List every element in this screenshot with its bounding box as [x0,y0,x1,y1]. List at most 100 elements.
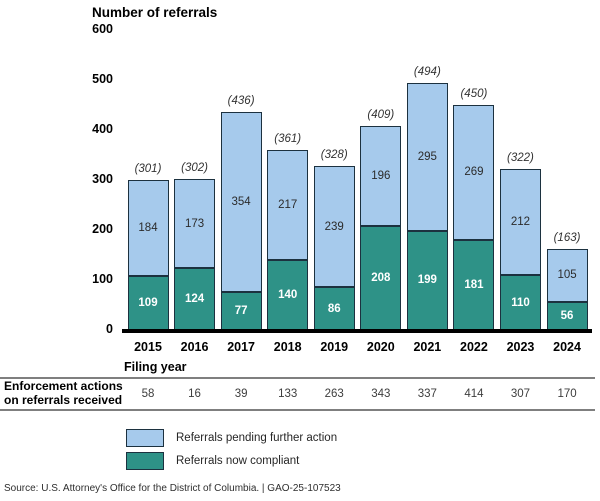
enforcement-row-label-line2: on referrals received [4,392,123,407]
bar-2021: 295 199 [406,83,448,330]
legend-swatch-pending [126,429,164,447]
bar-segment-pending: 269 [453,105,495,240]
bar-segment-pending: 184 [127,179,169,276]
bar-2018: 217 140 [267,149,309,330]
bar-value-compliant: 56 [560,310,574,322]
bar-segment-pending: 295 [406,83,448,231]
bar-segment-pending: 173 [174,179,216,268]
bar-2016: 173 124 [174,179,216,330]
legend-item-pending: Referrals pending further action [126,429,337,447]
bar-segment-pending: 212 [499,169,541,275]
enforcement-value: 16 [188,388,201,400]
bar-segment-pending: 217 [267,149,309,260]
x-tick-year: 2017 [227,340,256,354]
bar-segment-pending: 239 [313,166,355,287]
bar-segment-pending: 196 [360,125,402,226]
bar-value-compliant: 208 [371,272,391,284]
bar-value-pending: 105 [557,269,577,282]
bar-segment-compliant: 110 [499,275,541,330]
bar-value-pending: 239 [324,220,344,233]
bar-value-pending: 173 [184,217,205,230]
bar-value-compliant: 110 [511,296,530,309]
y-tick-label: 500 [92,72,113,86]
enforcement-value: 343 [371,388,391,400]
legend-item-compliant: Referrals now compliant [126,452,337,470]
enforcement-value: 337 [417,388,437,400]
bar-segment-compliant: 86 [313,287,355,330]
y-tick-label: 200 [92,222,113,236]
x-axis-title: Filing year [124,360,187,374]
enforcement-value: 39 [234,388,248,400]
bar-2017: 354 77 [220,112,262,330]
bar-2022: 269 181 [453,105,495,330]
y-tick-label: 400 [92,122,113,136]
enforcement-value: 263 [324,388,344,400]
enforcement-value: 133 [278,388,298,400]
legend-label-pending: Referrals pending further action [176,432,338,444]
bar-segment-pending: 105 [546,248,588,302]
enforcement-value: 307 [510,388,531,400]
bar-total-label: (163) [553,231,581,244]
bar-value-pending: 269 [464,166,484,179]
bar-total-label: (436) [227,95,255,107]
x-tick-year: 2024 [553,340,581,354]
bar-2020: 196 208 [360,125,402,330]
bar-value-compliant: 140 [278,289,298,301]
bar-value-compliant: 77 [234,304,248,317]
bar-segment-pending: 354 [220,112,262,292]
bar-value-compliant: 181 [464,278,484,291]
bar-segment-compliant: 140 [267,260,309,330]
x-tick-year: 2015 [134,340,162,354]
bar-2019: 239 86 [313,166,355,330]
table-rule-bottom [0,409,595,411]
bar-segment-compliant: 77 [220,291,262,330]
legend-label-compliant: Referrals now compliant [176,455,300,467]
bar-value-compliant: 199 [417,274,437,287]
y-tick-label: 100 [92,272,113,286]
bar-segment-compliant: 109 [127,275,169,330]
enforcement-value: 414 [464,388,484,400]
bar-total-label: (409) [367,108,395,121]
bar-segment-compliant: 181 [453,239,495,330]
bar-total-label: (450) [460,88,488,100]
bar-value-compliant: 86 [327,302,341,315]
bar-value-pending: 212 [510,216,531,228]
bar-value-pending: 196 [371,169,391,182]
bar-value-pending: 295 [417,150,437,163]
x-tick-year: 2020 [366,340,395,354]
bar-segment-compliant: 208 [360,226,402,330]
bar-segment-compliant: 124 [174,268,216,330]
bar-segment-compliant: 199 [406,230,448,330]
y-tick-label: 0 [106,322,113,336]
bar-total-label: (361) [274,132,302,145]
bar-total-label: (302) [181,162,208,174]
table-rule-top [0,377,595,379]
y-tick-label: 600 [92,22,113,36]
x-tick-year: 2023 [506,340,535,354]
enforcement-value: 58 [141,388,155,400]
bar-segment-compliant: 56 [546,302,588,330]
enforcement-row-label-line1: Enforcement actions [4,379,123,393]
x-axis-line [122,329,592,333]
x-tick-year: 2016 [180,340,209,354]
x-tick-year: 2018 [273,340,302,354]
legend-swatch-compliant [126,452,164,470]
bar-2024: 105 56 [546,248,588,330]
bar-2015: 184 109 [127,179,169,330]
legend: Referrals pending further action Referra… [126,429,337,475]
source-note: Source: U.S. Attorney's Office for the D… [4,483,341,494]
x-tick-year: 2021 [413,340,442,354]
bar-value-compliant: 109 [138,296,158,309]
bar-value-pending: 217 [278,198,298,211]
enforcement-row-label: Enforcement actions on referrals receive… [4,379,123,407]
bar-value-compliant: 124 [184,293,205,305]
bar-total-label: (301) [134,162,162,175]
x-tick-year: 2022 [460,340,488,354]
chart-title: Number of referrals [92,5,218,20]
bar-value-pending: 354 [231,195,251,208]
y-tick-label: 300 [92,172,113,186]
bar-total-label: (494) [413,66,441,78]
bar-total-label: (328) [320,149,348,161]
bar-value-pending: 184 [138,221,158,234]
